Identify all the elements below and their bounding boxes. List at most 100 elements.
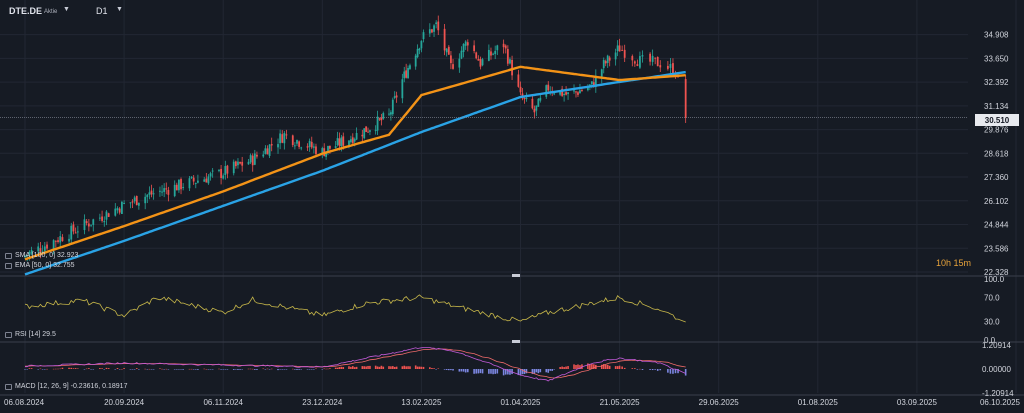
macd-bar (251, 368, 254, 370)
candle-body (237, 161, 239, 166)
candle-body (649, 53, 651, 62)
candle-body (588, 84, 591, 86)
candle (107, 212, 110, 218)
candle (614, 48, 617, 66)
time-axis: 06.08.2024 20.09.2024 06.11.2024 23.12.2024… (4, 398, 1021, 407)
candle (205, 172, 208, 183)
macd-bar (589, 363, 591, 369)
macd-bar (99, 368, 101, 369)
candle (388, 108, 390, 117)
ema-legend[interactable]: EMA [50, 0] 32.755 (5, 262, 75, 269)
candle-body (481, 59, 484, 66)
candle-body (487, 49, 490, 61)
macd-bar (321, 369, 324, 370)
candle (669, 57, 672, 75)
candle (41, 245, 44, 254)
candle (487, 44, 490, 62)
macd-bar (418, 366, 421, 369)
macd-bar (561, 366, 563, 369)
timeframe-dropdown-icon[interactable]: ▼ (116, 6, 123, 13)
candle-body (506, 49, 509, 64)
candle (101, 210, 103, 223)
macd-bar (350, 366, 352, 369)
candle-body (586, 87, 589, 91)
candle (148, 186, 151, 200)
candle (173, 180, 176, 198)
candle-body (327, 145, 329, 152)
macd-bar (138, 369, 140, 370)
candle-body (281, 134, 284, 143)
macd-bar (490, 369, 492, 374)
indicator-settings-icon[interactable] (5, 331, 12, 338)
macd-bar (659, 369, 662, 371)
macd-bar (587, 363, 589, 369)
candle-body (85, 221, 88, 224)
candle-body (24, 255, 26, 258)
macd-bar (641, 369, 644, 370)
candle (85, 218, 88, 226)
sma-legend[interactable]: SMA [100, 0] 32.923 (5, 252, 78, 259)
indicator-settings-icon[interactable] (5, 383, 12, 390)
symbol-dropdown-icon[interactable]: ▼ (63, 6, 70, 13)
candle-body (321, 148, 324, 154)
macd-bar (573, 364, 575, 369)
macd-bar (298, 369, 300, 370)
macd-bar (674, 369, 677, 374)
indicator-settings-icon[interactable] (5, 252, 12, 259)
macd-bar (549, 369, 552, 371)
candle-body (101, 216, 103, 221)
macd-bar (283, 369, 286, 370)
macd-bar (614, 366, 617, 369)
candle (146, 193, 149, 204)
candle-body (565, 92, 567, 95)
candle-body (414, 55, 417, 67)
candle (401, 73, 404, 104)
candle-body (351, 137, 354, 144)
macd-bar (55, 368, 57, 370)
candle (604, 59, 607, 67)
price-tick-label: 26.102 (984, 197, 1009, 206)
macd-legend[interactable]: MACD [12, 26, 9] -0.23616, 0.18917 (5, 383, 127, 390)
macd-bar (477, 369, 480, 374)
candle-body (152, 193, 155, 195)
candle-body (300, 147, 303, 149)
macd-bar (144, 368, 146, 370)
candle (547, 81, 550, 94)
candle-body (407, 67, 409, 79)
candle-body (207, 176, 210, 184)
candle-body (639, 56, 641, 68)
indicator-settings-icon[interactable] (5, 262, 12, 269)
macd-bar (450, 369, 452, 371)
rsi-legend[interactable]: RSI [14] 29.5 (5, 331, 56, 338)
candle (458, 53, 461, 73)
candle (137, 202, 140, 210)
macd-bar (579, 365, 581, 369)
macd-bar (105, 367, 108, 369)
macd-bar (256, 369, 258, 370)
candle (268, 144, 271, 158)
candle (220, 165, 222, 185)
macd-bar (57, 368, 59, 370)
time-tick-label: 23.12.2024 (302, 398, 343, 407)
macd-bar (327, 368, 329, 370)
candle (54, 240, 57, 248)
macd-bar (114, 369, 117, 370)
macd-bar (254, 369, 256, 370)
candle-body (224, 166, 227, 176)
macd-bar (475, 369, 478, 374)
macd-bar (277, 369, 279, 371)
candle (649, 52, 651, 66)
candle (473, 40, 476, 54)
candle (376, 110, 379, 136)
candle (118, 207, 121, 215)
macd-bar (502, 369, 505, 376)
candle (502, 39, 505, 54)
candle-body (334, 146, 337, 148)
candle (475, 51, 478, 60)
candle-body (52, 240, 55, 250)
timeframe-selector[interactable]: D1 (96, 6, 108, 16)
symbol-name[interactable]: DTE.DE (9, 6, 43, 16)
macd-bar (37, 369, 40, 370)
candle-body (475, 52, 478, 59)
